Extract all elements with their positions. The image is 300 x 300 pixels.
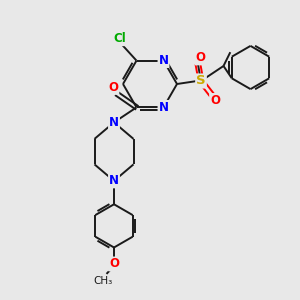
Text: Cl: Cl [114, 32, 126, 45]
Text: N: N [158, 101, 169, 114]
Text: O: O [108, 81, 118, 94]
Text: O: O [210, 94, 220, 107]
Text: N: N [109, 174, 119, 188]
Text: N: N [158, 54, 169, 67]
Text: N: N [109, 116, 119, 129]
Text: O: O [109, 257, 119, 271]
Text: S: S [196, 74, 206, 88]
Text: CH₃: CH₃ [94, 276, 113, 286]
Text: O: O [195, 51, 206, 64]
